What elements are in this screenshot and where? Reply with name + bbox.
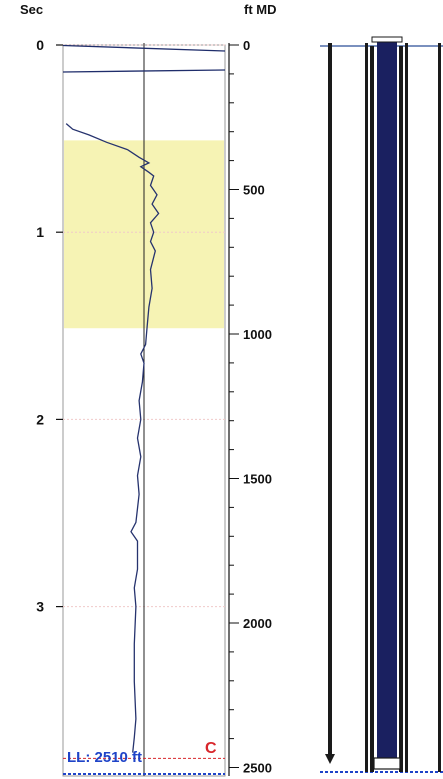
marker-c-label: C	[205, 740, 217, 757]
right-axis: 0 500 1000 1500 2000 2500	[228, 38, 272, 776]
right-tick-label: 2500	[243, 761, 272, 776]
left-axis-label: Sec	[20, 2, 43, 17]
inner-casing-left	[370, 46, 374, 772]
inner-casing-right	[399, 46, 403, 772]
wellhead-cap	[371, 36, 403, 43]
right-tick-label: 500	[243, 183, 265, 198]
series-line	[65, 123, 160, 753]
wellbore-schematic	[320, 36, 443, 773]
casing-right-wall	[405, 43, 408, 772]
plot-area	[62, 43, 226, 777]
tubing-bottom-plug	[373, 757, 401, 770]
left-tick-label: 0	[36, 37, 44, 53]
conductor-left	[328, 43, 332, 754]
left-axis: 0 1 2 3	[36, 37, 63, 615]
limit-line-label: LL: 2510 ft	[67, 749, 142, 766]
conductor-shoe	[325, 754, 335, 764]
top-trace-line	[62, 69, 226, 73]
top-trace-line	[62, 44, 226, 52]
tubing-string	[377, 39, 397, 758]
right-axis-label: ft MD	[244, 2, 277, 17]
casing-left-wall	[365, 43, 368, 772]
left-tick-label: 3	[36, 599, 44, 615]
outer-right-wall	[438, 43, 441, 772]
right-tick-label: 1500	[243, 472, 272, 487]
right-tick-label: 1000	[243, 327, 272, 342]
right-tick-label: 0	[243, 38, 250, 53]
left-tick-label: 2	[36, 411, 44, 427]
right-tick-label: 2000	[243, 616, 272, 631]
left-tick-label: 1	[36, 224, 44, 240]
